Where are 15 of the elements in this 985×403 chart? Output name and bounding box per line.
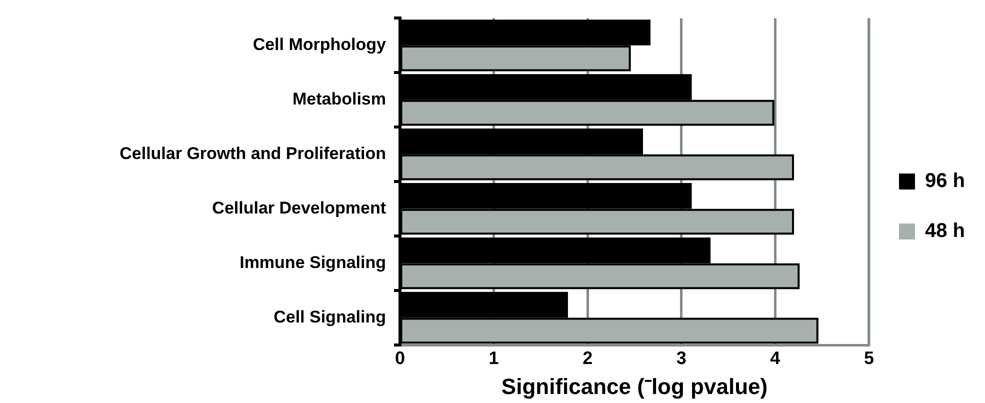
y-tick-label: Cellular Growth and Proliferation [120,144,386,164]
x-tick-label: 3 [676,348,686,368]
x-tick-label: 2 [582,348,593,368]
x-axis-title: Significance (⁻log pvalue) [501,374,768,399]
x-tick-label: 1 [488,348,499,368]
x-tick-label: 4 [770,348,780,368]
y-tick-label: Cellular Development [212,198,386,218]
x-tick-label: 0 [394,348,406,368]
x-tick-label: 5 [864,348,874,368]
y-tick-label: Cell Morphology [252,35,387,54]
legend-label: 96 h [924,170,966,192]
legend-label: 48 h [924,220,966,242]
y-tick-label: Cell Signaling [274,307,386,326]
y-tick-label: Immune Signaling [240,252,386,272]
y-tick-label: Metabolism [292,90,386,109]
